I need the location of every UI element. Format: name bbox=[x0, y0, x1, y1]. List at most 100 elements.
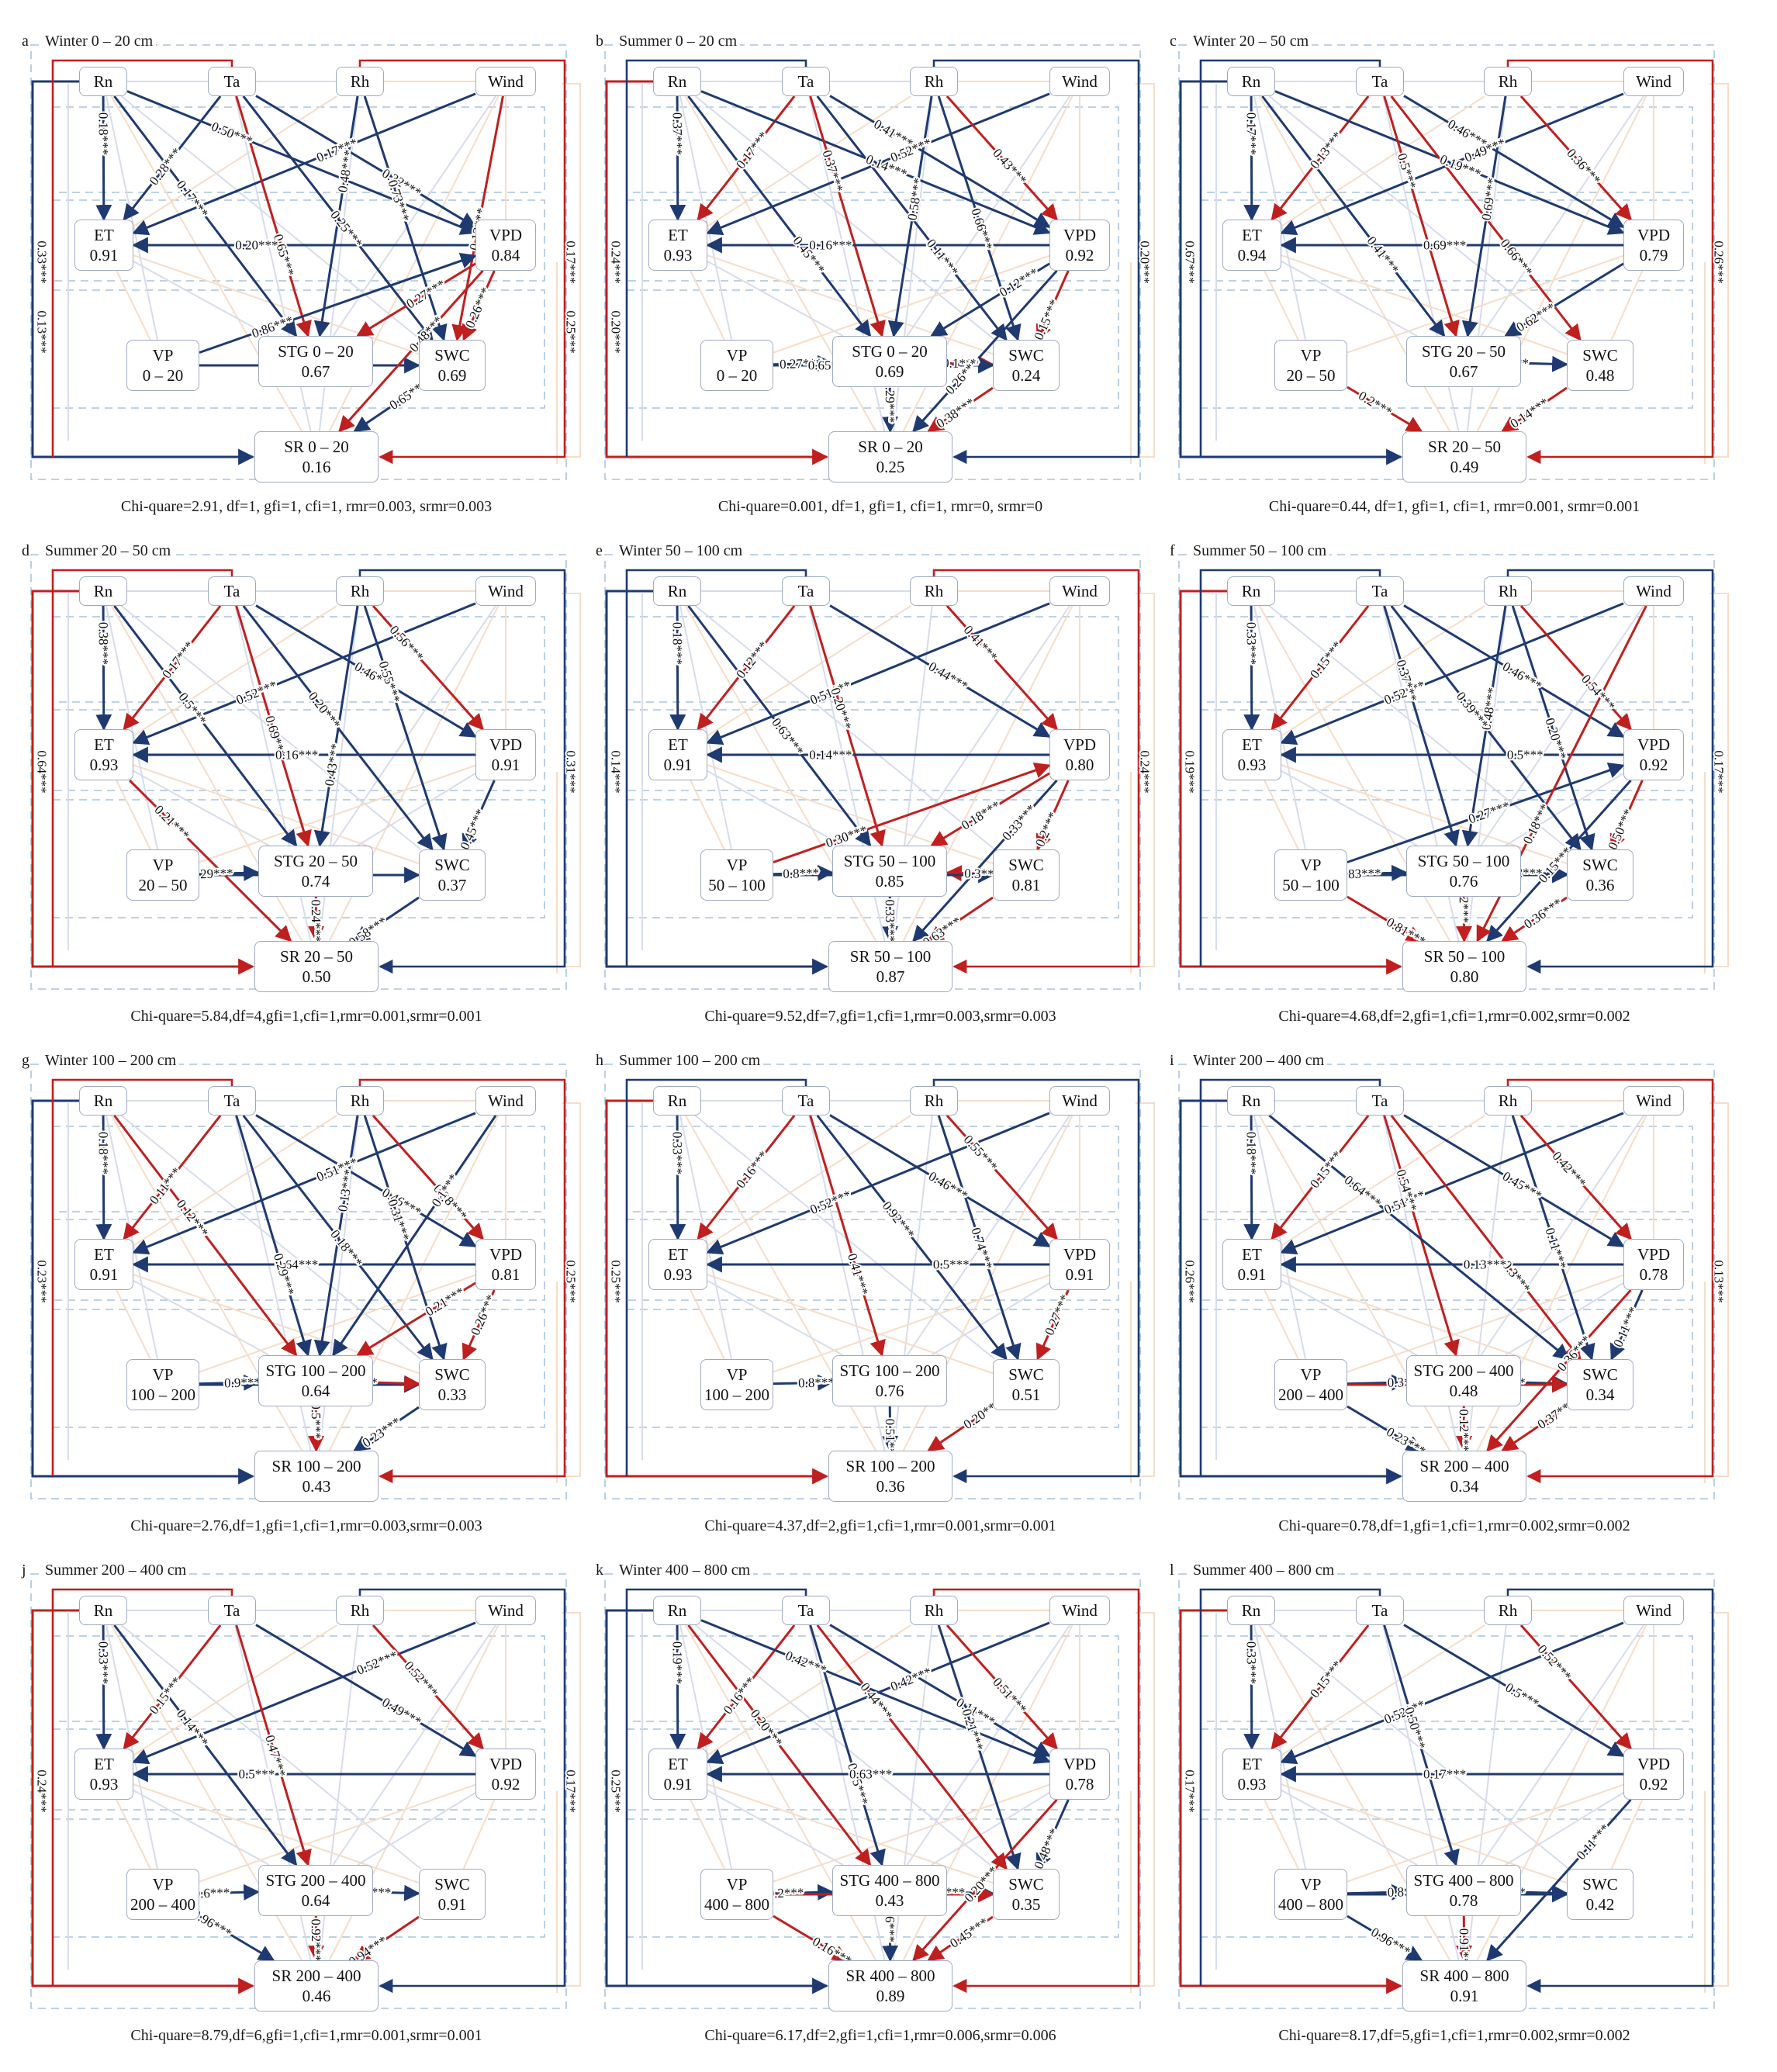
node-rn: Rn bbox=[79, 1596, 127, 1625]
node-label: Rh bbox=[350, 71, 370, 91]
node-label: VP bbox=[1300, 1874, 1322, 1894]
path-coefficient: 0.9*** bbox=[224, 1375, 261, 1390]
node-label: VPD bbox=[489, 225, 522, 244]
node-r2: 0.87 bbox=[876, 967, 905, 986]
node-vpd: VPD 0.92 bbox=[1049, 220, 1110, 271]
node-label: Wind bbox=[1636, 1091, 1672, 1110]
node-r2: 0.50 bbox=[302, 967, 331, 986]
weak-path bbox=[1264, 270, 1299, 341]
panel-title: Winter 50 – 100 cm bbox=[616, 542, 746, 560]
weak-path bbox=[1610, 270, 1644, 341]
node-label: VP bbox=[152, 1365, 174, 1384]
path-rh-swc bbox=[363, 1115, 448, 1361]
node-depth: 200 – 400 bbox=[130, 1895, 195, 1914]
path-rh-swc bbox=[937, 95, 1022, 341]
node-r2: 0.91 bbox=[1237, 1265, 1267, 1284]
path-coefficient: 0.14*** bbox=[609, 750, 624, 793]
weak-path bbox=[1281, 95, 1485, 227]
panel-letter: h bbox=[596, 1052, 603, 1069]
node-stg: STG 400 – 800 0.43 bbox=[832, 1865, 947, 1916]
weak-path bbox=[199, 1274, 476, 1373]
node-wind: Wind bbox=[1049, 1596, 1110, 1625]
path-vp-stg bbox=[199, 1883, 261, 1901]
path-ta-swc bbox=[1390, 1115, 1582, 1361]
node-rn: Rn bbox=[1227, 1086, 1275, 1116]
path-coefficient: 0.25*** bbox=[609, 1769, 624, 1812]
path-ta-vpd bbox=[1403, 1114, 1625, 1247]
node-wind: Wind bbox=[1623, 1596, 1684, 1625]
path-coefficient: 0.18*** bbox=[670, 622, 685, 665]
long-path-rh-sr bbox=[358, 59, 566, 465]
path-coefficient: 0.44*** bbox=[857, 1679, 895, 1722]
path-coefficient: 0.52*** bbox=[1535, 1642, 1575, 1684]
path-swc-sr bbox=[1501, 896, 1568, 943]
node-depth: 20 – 50 bbox=[1286, 366, 1336, 385]
path-vp-stg bbox=[1347, 864, 1409, 881]
group-frame bbox=[626, 1728, 1119, 1811]
path-swc-sr bbox=[1501, 1406, 1568, 1452]
path-rh-vpd bbox=[372, 1115, 484, 1240]
node-depth: 200 – 400 bbox=[1278, 1385, 1343, 1404]
path-coefficient: 0.48*** bbox=[1031, 1826, 1062, 1871]
long-path-rn-sr bbox=[31, 80, 255, 465]
node-label: Ta bbox=[223, 581, 240, 600]
path-vp-stg bbox=[773, 1883, 835, 1901]
node-rn: Rn bbox=[653, 576, 701, 606]
node-r2: 0.91 bbox=[437, 1895, 467, 1914]
node-heading: STG 20 – 50 bbox=[274, 851, 358, 871]
node-et: ET 0.93 bbox=[74, 729, 133, 780]
model-fit-statistics: Chi-quare=5.84,df=4,gfi=1,cfi=1,rmr=0.00… bbox=[130, 1008, 482, 1025]
path-vpd-sr bbox=[338, 270, 484, 433]
group-frame bbox=[604, 1573, 1141, 2009]
panel-letter: i bbox=[1170, 1052, 1174, 1069]
node-label: VPD bbox=[1063, 1244, 1096, 1264]
path-coefficient: 0.27*** bbox=[1042, 1292, 1073, 1337]
model-fit-statistics: Chi-quare=2.91, df=1, gfi=1, cfi=1, rmr=… bbox=[120, 498, 493, 515]
node-label: VP bbox=[726, 855, 748, 874]
node-stg: STG 400 – 800 0.78 bbox=[1406, 1865, 1521, 1916]
path-coefficient: 0.49*** bbox=[379, 1694, 424, 1729]
weak-path bbox=[120, 1115, 422, 1360]
node-label: Ta bbox=[1371, 1091, 1388, 1110]
path-rh-stg bbox=[313, 95, 359, 338]
node-r2: 0.91 bbox=[1450, 1987, 1479, 2005]
node-r2: 0.49 bbox=[1450, 458, 1479, 476]
path-rn-stg bbox=[687, 95, 872, 337]
path-coefficient: 0.5*** bbox=[933, 1257, 970, 1272]
path-ta-swc bbox=[242, 1115, 434, 1361]
node-stg: STG 100 – 200 0.64 bbox=[258, 1355, 373, 1406]
node-heading: STG 200 – 400 bbox=[266, 1870, 366, 1890]
node-label: Wind bbox=[488, 71, 524, 91]
node-r2: 0.93 bbox=[663, 1265, 693, 1284]
weak-path bbox=[133, 261, 270, 337]
path-coefficient: 0.12*** bbox=[1457, 1409, 1471, 1451]
long-path-rn-sr bbox=[31, 590, 255, 975]
node-wind: Wind bbox=[475, 67, 536, 96]
path-coefficient: 0.64*** bbox=[1342, 1172, 1385, 1211]
node-r2: 0.93 bbox=[663, 246, 693, 265]
node-r2: 0.67 bbox=[301, 362, 330, 381]
node-stg: STG 0 – 20 0.69 bbox=[832, 336, 947, 387]
path-coefficient: 0.17*** bbox=[564, 1769, 579, 1812]
node-rh: Rh bbox=[1484, 1086, 1532, 1116]
weak-path bbox=[1281, 770, 1418, 846]
path-coefficient: 0.21*** bbox=[423, 1284, 467, 1319]
node-label: ET bbox=[94, 1754, 114, 1773]
node-label: VP bbox=[726, 1874, 748, 1894]
panel-k: 0.19*** 0.20*** 0.16*** 0.11*** 0.42*** 0.42*… bbox=[596, 1558, 1165, 2044]
long-path-ta-sr bbox=[625, 1588, 807, 1986]
long-path-rh-sr bbox=[1506, 59, 1714, 465]
group-frame bbox=[1200, 1219, 1693, 1301]
weak-path bbox=[1268, 605, 1570, 850]
node-depth: 100 – 200 bbox=[874, 1361, 940, 1380]
weak-path bbox=[1268, 1624, 1570, 1870]
node-label: SR bbox=[271, 1966, 292, 1985]
node-label: SR bbox=[849, 946, 870, 966]
path-rh-stg bbox=[1461, 95, 1507, 338]
path-ta-et bbox=[123, 1624, 222, 1750]
node-r2: 0.67 bbox=[1449, 362, 1478, 381]
path-coefficient: 0.18*** bbox=[1520, 801, 1553, 846]
path-vp-stg bbox=[773, 1374, 835, 1391]
path-coefficient: 0.1*** bbox=[942, 355, 979, 371]
node-label: Rn bbox=[1241, 71, 1261, 91]
